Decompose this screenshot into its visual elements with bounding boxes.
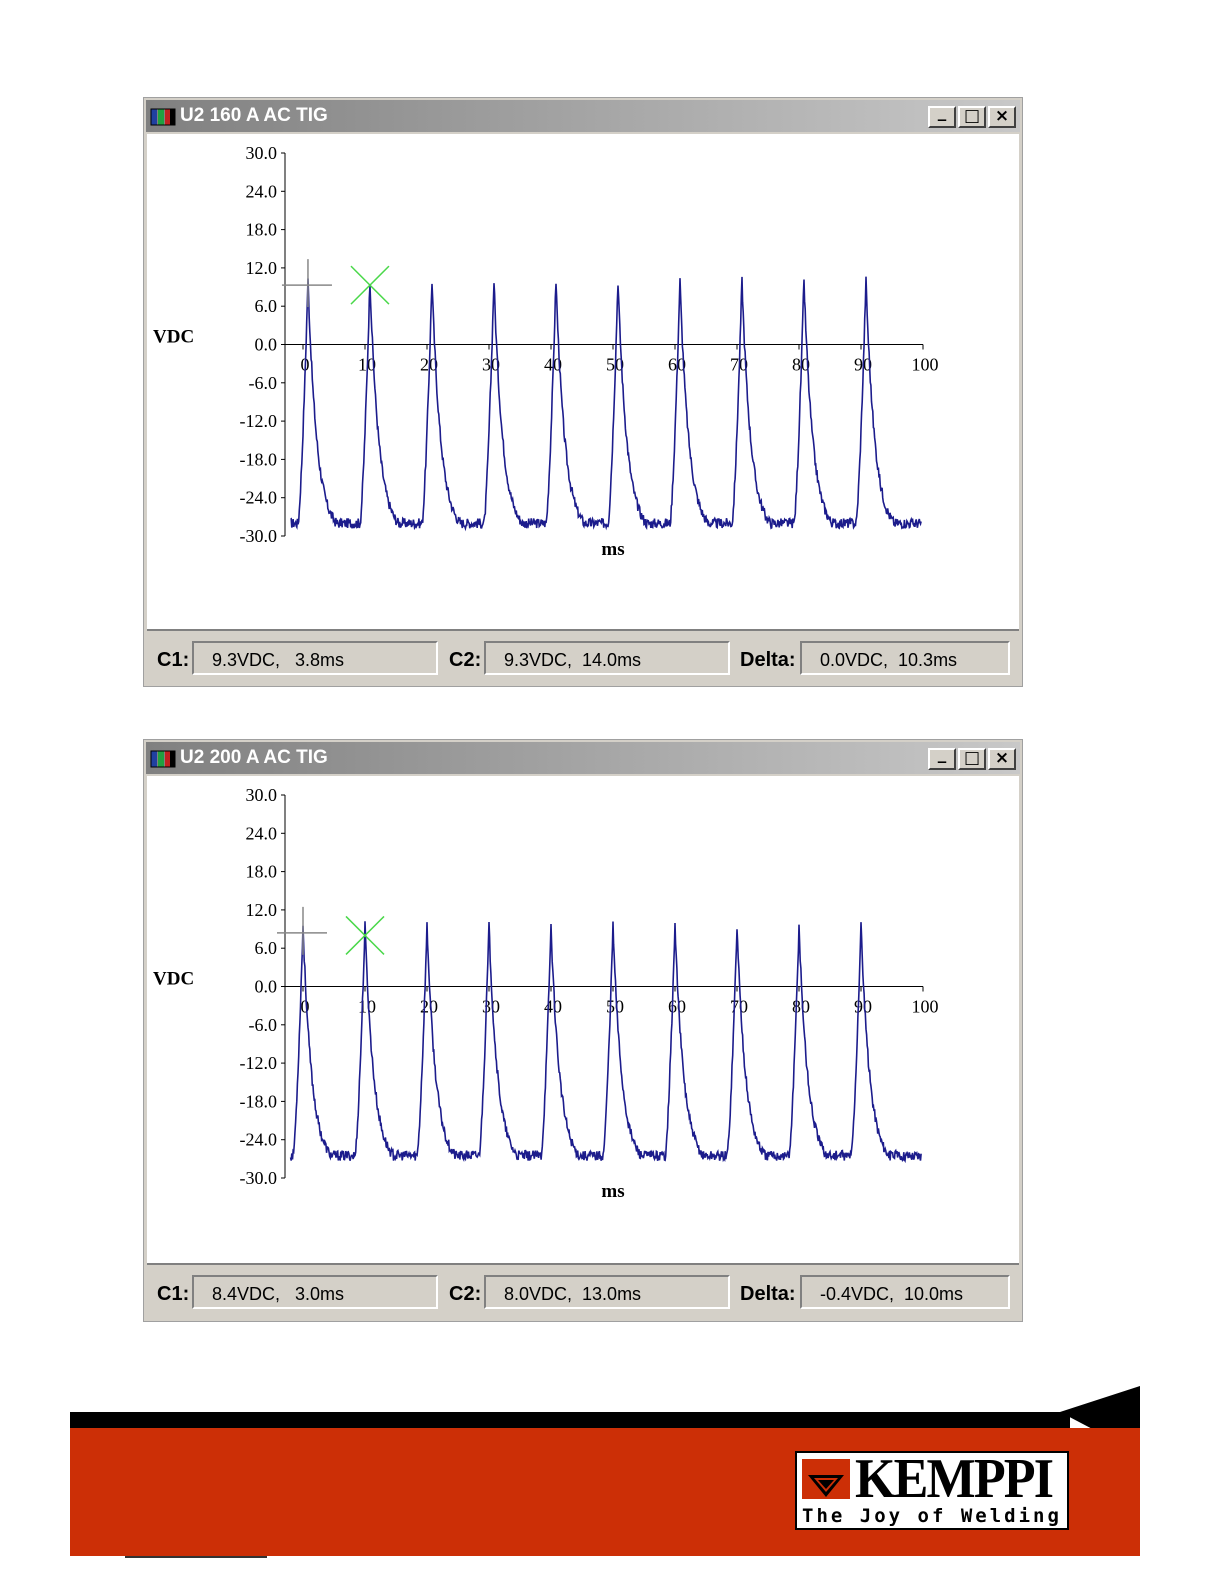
- c2-label: C2:: [449, 649, 482, 671]
- delta-label: Delta:: [740, 1283, 796, 1305]
- x-axis-title: ms: [601, 1181, 624, 1202]
- plot-area[interactable]: 30.0 24.0 18.0 12.0 6.0 0.0 -6.0 -12.0 -18.0 -24.…: [147, 134, 1019, 631]
- kemppi-emblem-icon: [802, 1459, 850, 1499]
- y-axis-title: VDC: [153, 969, 194, 990]
- y-tick-label: -6.0: [249, 1015, 278, 1035]
- c2-readout: 9.3VDC, 14.0ms: [484, 641, 730, 675]
- plot-area[interactable]: 30.0 24.0 18.0 12.0 6.0 0.0 -6.0 -12.0 -18.0 -24.…: [147, 776, 1019, 1265]
- voltage-chart[interactable]: 30.0 24.0 18.0 12.0 6.0 0.0 -6.0 -12.0 -18.0 -24.…: [147, 776, 1021, 1263]
- y-tick-label: 0.0: [255, 977, 278, 997]
- y-axis-title: VDC: [153, 327, 194, 348]
- y-tick-label: 12.0: [246, 258, 278, 278]
- close-icon: ×: [994, 748, 1010, 768]
- window-title: U2 200 A AC TIG: [180, 747, 328, 768]
- c2-readout: 8.0VDC, 13.0ms: [484, 1275, 730, 1309]
- y-tick-label: 24.0: [246, 181, 278, 201]
- delta-label: Delta:: [740, 649, 796, 671]
- x-tick-label: 60: [668, 997, 686, 1017]
- delta-readout: 0.0VDC, 10.3ms: [800, 641, 1010, 675]
- y-tick-label: 0.0: [255, 335, 278, 355]
- x-tick-label: 20: [420, 997, 438, 1017]
- footer-underline: [125, 1556, 267, 1558]
- c2-label: C2:: [449, 1283, 482, 1305]
- brand-name: KEMPPI: [855, 1448, 1054, 1510]
- title-bar[interactable]: U2 200 A AC TIG _ □ ×: [146, 742, 1020, 774]
- y-tick-label: -24.0: [240, 488, 278, 508]
- app-icon: [150, 750, 176, 768]
- y-tick-label: -30.0: [240, 1168, 278, 1188]
- y-tick-label: 12.0: [246, 900, 278, 920]
- kemppi-logo: KEMPPI The Joy of Welding: [795, 1448, 1069, 1530]
- x-tick-label: 90: [854, 997, 872, 1017]
- status-bar: C1: 9.3VDC, 3.8ms C2: 9.3VDC, 14.0ms Del…: [144, 633, 1022, 683]
- oscilloscope-window-200a: U2 200 A AC TIG _ □ × 30.0 24.0 18.0 12.0 6.…: [143, 739, 1023, 1322]
- voltage-chart[interactable]: 30.0 24.0 18.0 12.0 6.0 0.0 -6.0 -12.0 -18.0 -24.…: [147, 134, 1021, 629]
- close-icon: ×: [994, 106, 1010, 126]
- maximize-icon: □: [963, 106, 981, 126]
- delta-readout: -0.4VDC, 10.0ms: [800, 1275, 1010, 1309]
- y-tick-label: 18.0: [246, 862, 278, 882]
- x-tick-label: 100: [912, 355, 939, 375]
- maximize-icon: □: [963, 748, 981, 768]
- y-tick-label: 24.0: [246, 823, 278, 843]
- y-tick-label: -12.0: [240, 1053, 278, 1073]
- x-tick-label: 0: [301, 997, 310, 1017]
- c1-label: C1:: [157, 1283, 190, 1305]
- window-title: U2 160 A AC TIG: [180, 105, 328, 126]
- voltage-waveform: [289, 921, 922, 1164]
- maximize-button[interactable]: □: [958, 748, 986, 770]
- oscilloscope-window-160a: U2 160 A AC TIG _ □ × 30.0 24.0 18.0 12.0 6.…: [143, 97, 1023, 687]
- minimize-button[interactable]: _: [928, 102, 956, 128]
- y-tick-label: 6.0: [255, 296, 278, 316]
- y-tick-label: 30.0: [246, 785, 278, 805]
- x-tick-label: 10: [358, 997, 376, 1017]
- minimize-icon: _: [937, 744, 947, 764]
- y-tick-label: -18.0: [240, 449, 278, 469]
- cursor-2-diagonal-b: [345, 915, 385, 955]
- x-axis-title: ms: [601, 539, 624, 560]
- y-tick-label: 30.0: [246, 143, 278, 163]
- y-tick-label: -30.0: [240, 526, 278, 546]
- x-tick-label: 40: [544, 997, 562, 1017]
- c1-readout: 8.4VDC, 3.0ms: [192, 1275, 438, 1309]
- title-bar[interactable]: U2 160 A AC TIG _ □ ×: [146, 100, 1020, 132]
- y-tick-label: -12.0: [240, 411, 278, 431]
- c1-readout: 9.3VDC, 3.8ms: [192, 641, 438, 675]
- y-tick-label: 6.0: [255, 938, 278, 958]
- minimize-button[interactable]: _: [928, 744, 956, 770]
- y-tick-label: -24.0: [240, 1130, 278, 1150]
- status-bar: C1: 8.4VDC, 3.0ms C2: 8.0VDC, 13.0ms Del…: [144, 1267, 1022, 1317]
- x-tick-label: 80: [792, 997, 810, 1017]
- close-button[interactable]: ×: [988, 106, 1016, 128]
- x-tick-label: 100: [912, 997, 939, 1017]
- y-tick-label: 18.0: [246, 220, 278, 240]
- minimize-icon: _: [937, 102, 947, 122]
- x-tick-label: 70: [730, 997, 748, 1017]
- brand-tagline: The Joy of Welding: [802, 1505, 1062, 1527]
- voltage-waveform: [290, 276, 922, 532]
- x-tick-label: 50: [606, 997, 624, 1017]
- y-tick-label: -6.0: [249, 373, 278, 393]
- c1-label: C1:: [157, 649, 190, 671]
- x-tick-label: 30: [482, 997, 500, 1017]
- maximize-button[interactable]: □: [958, 106, 986, 128]
- app-icon: [150, 108, 176, 126]
- cursor-2-diagonal-b: [350, 265, 390, 305]
- close-button[interactable]: ×: [988, 748, 1016, 770]
- footer-black-bar: [70, 1412, 1070, 1428]
- y-tick-label: -18.0: [240, 1091, 278, 1111]
